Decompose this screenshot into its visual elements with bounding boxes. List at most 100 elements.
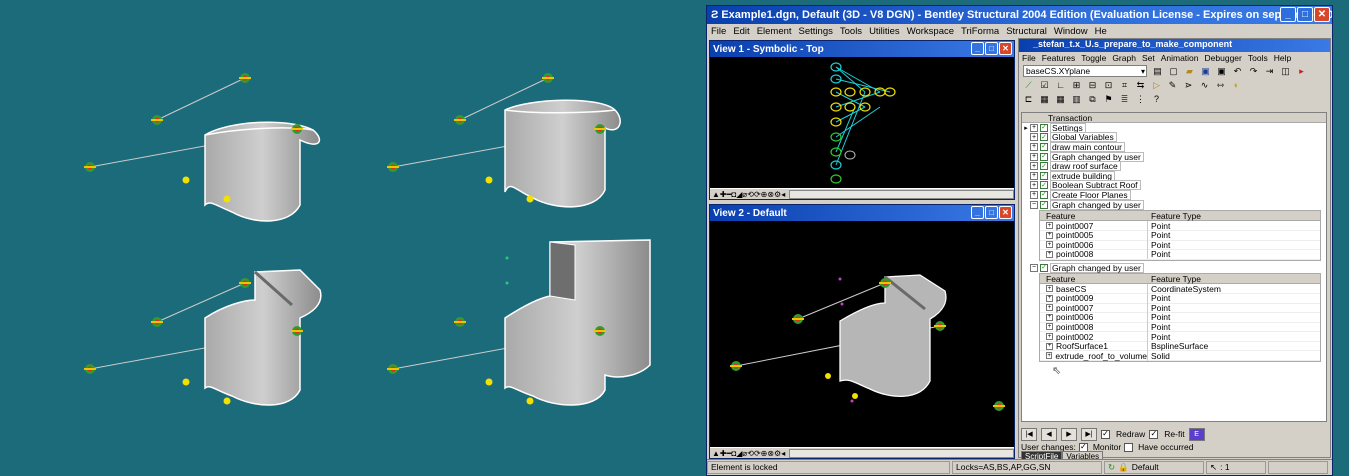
panel-menu-tools[interactable]: Tools: [1247, 53, 1268, 63]
menu-file[interactable]: File: [711, 25, 727, 37]
menu-window[interactable]: Window: [1053, 25, 1088, 37]
menu-help[interactable]: He: [1094, 25, 1107, 37]
expand-icon[interactable]: +: [1046, 352, 1053, 360]
expand-icon[interactable]: +: [1030, 142, 1038, 151]
node-tool-icon[interactable]: ⊟: [1088, 79, 1097, 90]
redo-icon[interactable]: ↷: [1249, 65, 1258, 76]
panel-menu-features[interactable]: Features: [1041, 53, 1076, 63]
expand-icon[interactable]: +: [1046, 285, 1053, 293]
tree-tool-icon[interactable]: ▥: [1072, 93, 1081, 104]
table-row[interactable]: + point0007 Point: [1040, 302, 1320, 314]
panel-menu-file[interactable]: File: [1022, 53, 1036, 63]
redraw-checkbox[interactable]: ✓: [1101, 429, 1110, 439]
expand-icon[interactable]: +: [1030, 181, 1038, 190]
minimize-icon[interactable]: _: [971, 206, 984, 219]
plane-select[interactable]: baseCS.XYplane: [1023, 65, 1147, 77]
transaction-row[interactable]: + ✓ draw main contour: [1022, 141, 1326, 152]
expand-icon[interactable]: +: [1046, 222, 1053, 230]
transaction-row[interactable]: + ✓ Global Variables: [1022, 132, 1326, 143]
export-icon[interactable]: ⇥: [1265, 65, 1274, 76]
expand-icon[interactable]: +: [1030, 171, 1038, 180]
new-icon[interactable]: ▤: [1153, 65, 1162, 76]
view-2-canvas[interactable]: [710, 221, 1014, 447]
expand-icon[interactable]: +: [1046, 231, 1053, 239]
checkbox[interactable]: ✓: [1040, 190, 1048, 199]
minimize-icon[interactable]: _: [971, 42, 984, 55]
close-icon[interactable]: ✕: [999, 42, 1012, 55]
view-2-title-bar[interactable]: View 2 - Default _ □ ✕: [710, 205, 1014, 221]
column-header-feature-type[interactable]: Feature Type: [1151, 211, 1201, 222]
folder-icon[interactable]: ▰: [1186, 65, 1193, 76]
pen-tool-icon[interactable]: ✎: [1168, 79, 1177, 90]
forward-tool-icon[interactable]: ⋗: [1184, 79, 1193, 90]
grid-tool-icon[interactable]: ⊞: [1072, 79, 1081, 90]
play-icon[interactable]: ▸: [1299, 65, 1304, 76]
expand-icon[interactable]: +: [1030, 162, 1038, 171]
script-icon[interactable]: E: [1188, 427, 1205, 441]
menu-structural[interactable]: Structural: [1006, 25, 1047, 37]
panel-menu-graph[interactable]: Graph: [1112, 53, 1136, 63]
table-tool-icon[interactable]: ▦: [1040, 93, 1049, 104]
light-tool-icon[interactable]: ◐: [1233, 80, 1240, 90]
transaction-row[interactable]: − ✓ Graph changed by user: [1022, 199, 1326, 210]
transaction-row[interactable]: + ✓ Boolean Subtract Roof: [1022, 180, 1326, 191]
table-row[interactable]: + point0007 Point: [1040, 220, 1320, 231]
expand-icon[interactable]: +: [1046, 342, 1053, 350]
panel-menu-help[interactable]: Help: [1273, 53, 1292, 63]
prev-icon[interactable]: ◀: [1041, 427, 1057, 441]
expand-icon[interactable]: +: [1046, 323, 1053, 331]
help-tool-icon[interactable]: ?: [1153, 94, 1159, 104]
menu-tools[interactable]: Tools: [839, 25, 863, 37]
check-tool-icon[interactable]: ☑: [1040, 79, 1049, 90]
expand-icon[interactable]: +: [1046, 333, 1053, 341]
checkbox[interactable]: ✓: [1040, 171, 1048, 180]
checkbox[interactable]: ✓: [1040, 200, 1048, 209]
refit-checkbox[interactable]: ✓: [1149, 429, 1159, 439]
transaction-row[interactable]: − ✓ Graph changed by user: [1022, 262, 1326, 273]
expand-icon[interactable]: +: [1030, 152, 1038, 161]
maximize-icon[interactable]: □: [1297, 7, 1313, 22]
checkbox[interactable]: ✓: [1040, 142, 1048, 151]
menu-utilities[interactable]: Utilities: [869, 25, 900, 37]
split-tool-icon[interactable]: ⌗: [1121, 79, 1128, 90]
expand-icon[interactable]: +: [1046, 250, 1053, 258]
table-row[interactable]: + point0006 Point: [1040, 239, 1320, 251]
angle-tool-icon[interactable]: ∟: [1056, 80, 1065, 90]
arrow-tool-icon[interactable]: ⇆: [1136, 79, 1145, 90]
table-row[interactable]: + point0002 Point: [1040, 331, 1320, 342]
undo-icon[interactable]: ↶: [1233, 65, 1242, 76]
status-locks[interactable]: Locks=AS,BS,AP,GG,SN: [952, 460, 1102, 474]
view-1-canvas[interactable]: [710, 57, 1014, 188]
close-icon[interactable]: ✕: [999, 206, 1012, 219]
column-header-feature[interactable]: Feature: [1040, 274, 1148, 284]
view-1-title-bar[interactable]: View 1 - Symbolic - Top _ □ ✕: [710, 41, 1014, 57]
line-tool-icon[interactable]: ⟋: [1025, 79, 1032, 90]
transaction-row[interactable]: + ✓ draw roof surface: [1022, 161, 1326, 172]
menu-element[interactable]: Element: [756, 25, 792, 37]
filter-tool-icon[interactable]: ⚑: [1104, 93, 1113, 104]
save-all-icon[interactable]: ▣: [1217, 65, 1226, 76]
table-row[interactable]: + baseCS CoordinateSystem: [1040, 283, 1320, 294]
options-tool-icon[interactable]: ⋮: [1136, 93, 1145, 104]
open-icon[interactable]: ▢: [1169, 65, 1178, 76]
collapse-icon[interactable]: −: [1030, 200, 1038, 209]
checkbox[interactable]: ✓: [1040, 123, 1048, 132]
copy-tool-icon[interactable]: ⧉: [1089, 93, 1096, 104]
view-2-toolbar[interactable]: ▲✚━◘◢⌀⟲⟳⊕⊗⚙◂: [710, 447, 1014, 458]
table-row[interactable]: + point0008 Point: [1040, 321, 1320, 333]
checkbox[interactable]: ✓: [1040, 162, 1048, 171]
expand-icon[interactable]: +: [1046, 313, 1053, 321]
transaction-tree[interactable]: Transaction ▸ + ✓ Settings + ✓ Global Variabl…: [1021, 112, 1327, 422]
list-tool-icon[interactable]: ≣: [1120, 93, 1129, 104]
first-icon[interactable]: |◀: [1021, 427, 1037, 441]
play-tool-icon[interactable]: ▷: [1153, 79, 1160, 90]
menu-workspace[interactable]: Workspace: [906, 25, 955, 37]
menu-settings[interactable]: Settings: [798, 25, 833, 37]
panel-menu-animation[interactable]: Animation: [1160, 53, 1199, 63]
have-occurred-checkbox[interactable]: [1124, 442, 1134, 452]
expand-icon[interactable]: +: [1046, 304, 1053, 312]
view-1-toolbar[interactable]: ▲✚━◘◢⌀⟲⟳⊕⊗⚙◂: [710, 188, 1014, 199]
maximize-icon[interactable]: □: [985, 42, 998, 55]
column-header-feature[interactable]: Feature: [1040, 211, 1148, 221]
table-row[interactable]: + point0005 Point: [1040, 230, 1320, 241]
